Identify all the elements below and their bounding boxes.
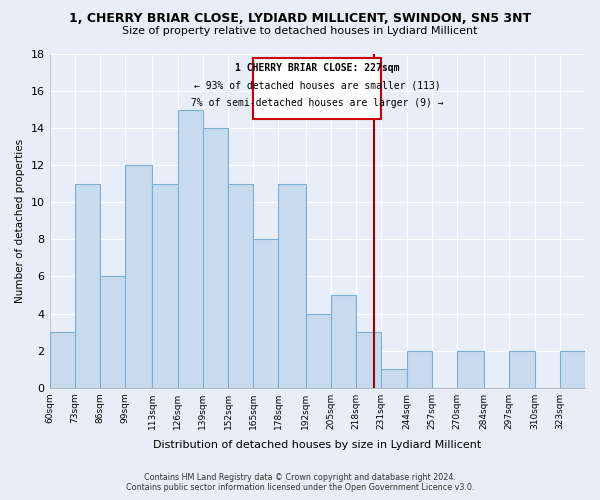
Bar: [381, 369, 407, 388]
Text: 1, CHERRY BRIAR CLOSE, LYDIARD MILLICENT, SWINDON, SN5 3NT: 1, CHERRY BRIAR CLOSE, LYDIARD MILLICENT…: [69, 12, 531, 26]
Text: ← 93% of detached houses are smaller (113): ← 93% of detached houses are smaller (11…: [194, 80, 440, 90]
Bar: [356, 332, 381, 388]
Bar: [125, 165, 152, 388]
Bar: [305, 314, 331, 388]
Bar: [331, 295, 356, 388]
Bar: [509, 350, 535, 388]
Bar: [407, 350, 432, 388]
Bar: [203, 128, 228, 388]
Y-axis label: Number of detached properties: Number of detached properties: [15, 139, 25, 303]
FancyBboxPatch shape: [253, 58, 381, 119]
Bar: [278, 184, 305, 388]
Text: 1 CHERRY BRIAR CLOSE: 227sqm: 1 CHERRY BRIAR CLOSE: 227sqm: [235, 64, 400, 74]
Bar: [178, 110, 203, 388]
Text: Size of property relative to detached houses in Lydiard Millicent: Size of property relative to detached ho…: [122, 26, 478, 36]
Bar: [152, 184, 178, 388]
Bar: [560, 350, 585, 388]
Bar: [457, 350, 484, 388]
Text: 7% of semi-detached houses are larger (9) →: 7% of semi-detached houses are larger (9…: [191, 98, 443, 108]
Bar: [228, 184, 253, 388]
Text: Contains HM Land Registry data © Crown copyright and database right 2024.
Contai: Contains HM Land Registry data © Crown c…: [126, 473, 474, 492]
Bar: [75, 184, 100, 388]
X-axis label: Distribution of detached houses by size in Lydiard Millicent: Distribution of detached houses by size …: [153, 440, 481, 450]
Bar: [253, 240, 278, 388]
Bar: [50, 332, 75, 388]
Bar: [100, 276, 125, 388]
